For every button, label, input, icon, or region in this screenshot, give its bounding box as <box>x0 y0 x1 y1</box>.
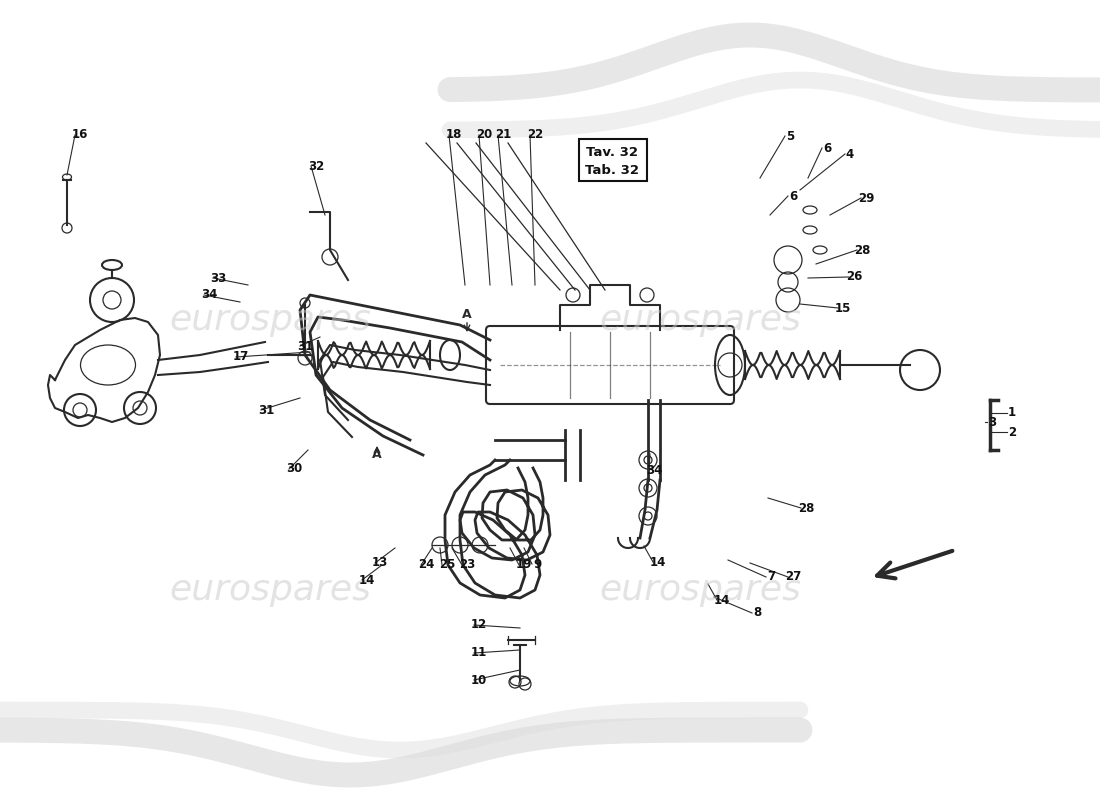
Text: 32: 32 <box>308 159 324 173</box>
Text: 8: 8 <box>752 606 761 619</box>
Text: 28: 28 <box>854 243 870 257</box>
Text: 2: 2 <box>1008 426 1016 438</box>
Text: 15: 15 <box>835 302 851 314</box>
Text: 10: 10 <box>471 674 487 686</box>
Text: 16: 16 <box>72 129 88 142</box>
Text: 14: 14 <box>714 594 730 606</box>
Text: 33: 33 <box>210 271 227 285</box>
Text: Tab. 32: Tab. 32 <box>585 163 639 177</box>
Text: 30: 30 <box>286 462 302 475</box>
Text: 9: 9 <box>532 558 541 570</box>
Text: 1: 1 <box>1008 406 1016 419</box>
Text: A: A <box>462 308 472 321</box>
Text: eurospares: eurospares <box>600 303 801 337</box>
Text: 3: 3 <box>988 415 997 429</box>
Text: 12: 12 <box>471 618 487 631</box>
Text: 4: 4 <box>846 147 854 161</box>
Text: 26: 26 <box>846 270 862 283</box>
Text: 29: 29 <box>858 191 874 205</box>
Text: 6: 6 <box>789 190 797 202</box>
Text: 17: 17 <box>233 350 249 363</box>
Text: 24: 24 <box>418 558 434 571</box>
Text: 27: 27 <box>785 570 801 583</box>
Text: eurospares: eurospares <box>169 303 371 337</box>
Text: 23: 23 <box>459 558 475 571</box>
Text: 22: 22 <box>527 129 543 142</box>
Text: eurospares: eurospares <box>600 573 801 607</box>
Text: 25: 25 <box>439 558 455 571</box>
Text: 21: 21 <box>495 129 512 142</box>
Text: 34: 34 <box>646 463 662 477</box>
Text: 31: 31 <box>257 403 274 417</box>
Text: 18: 18 <box>446 129 462 142</box>
Text: A: A <box>372 448 382 461</box>
Text: 14: 14 <box>650 555 667 569</box>
Text: 7: 7 <box>767 570 775 583</box>
Text: 28: 28 <box>798 502 814 514</box>
Text: 6: 6 <box>823 142 832 154</box>
Text: 5: 5 <box>785 130 794 142</box>
Text: 20: 20 <box>476 129 492 142</box>
Text: eurospares: eurospares <box>169 573 371 607</box>
Text: 34: 34 <box>201 289 217 302</box>
Text: 14: 14 <box>359 574 375 586</box>
Text: 31: 31 <box>297 339 313 353</box>
Text: Tav. 32: Tav. 32 <box>586 146 638 158</box>
Text: 13: 13 <box>372 557 388 570</box>
Text: 19: 19 <box>516 558 532 571</box>
Text: 11: 11 <box>471 646 487 659</box>
